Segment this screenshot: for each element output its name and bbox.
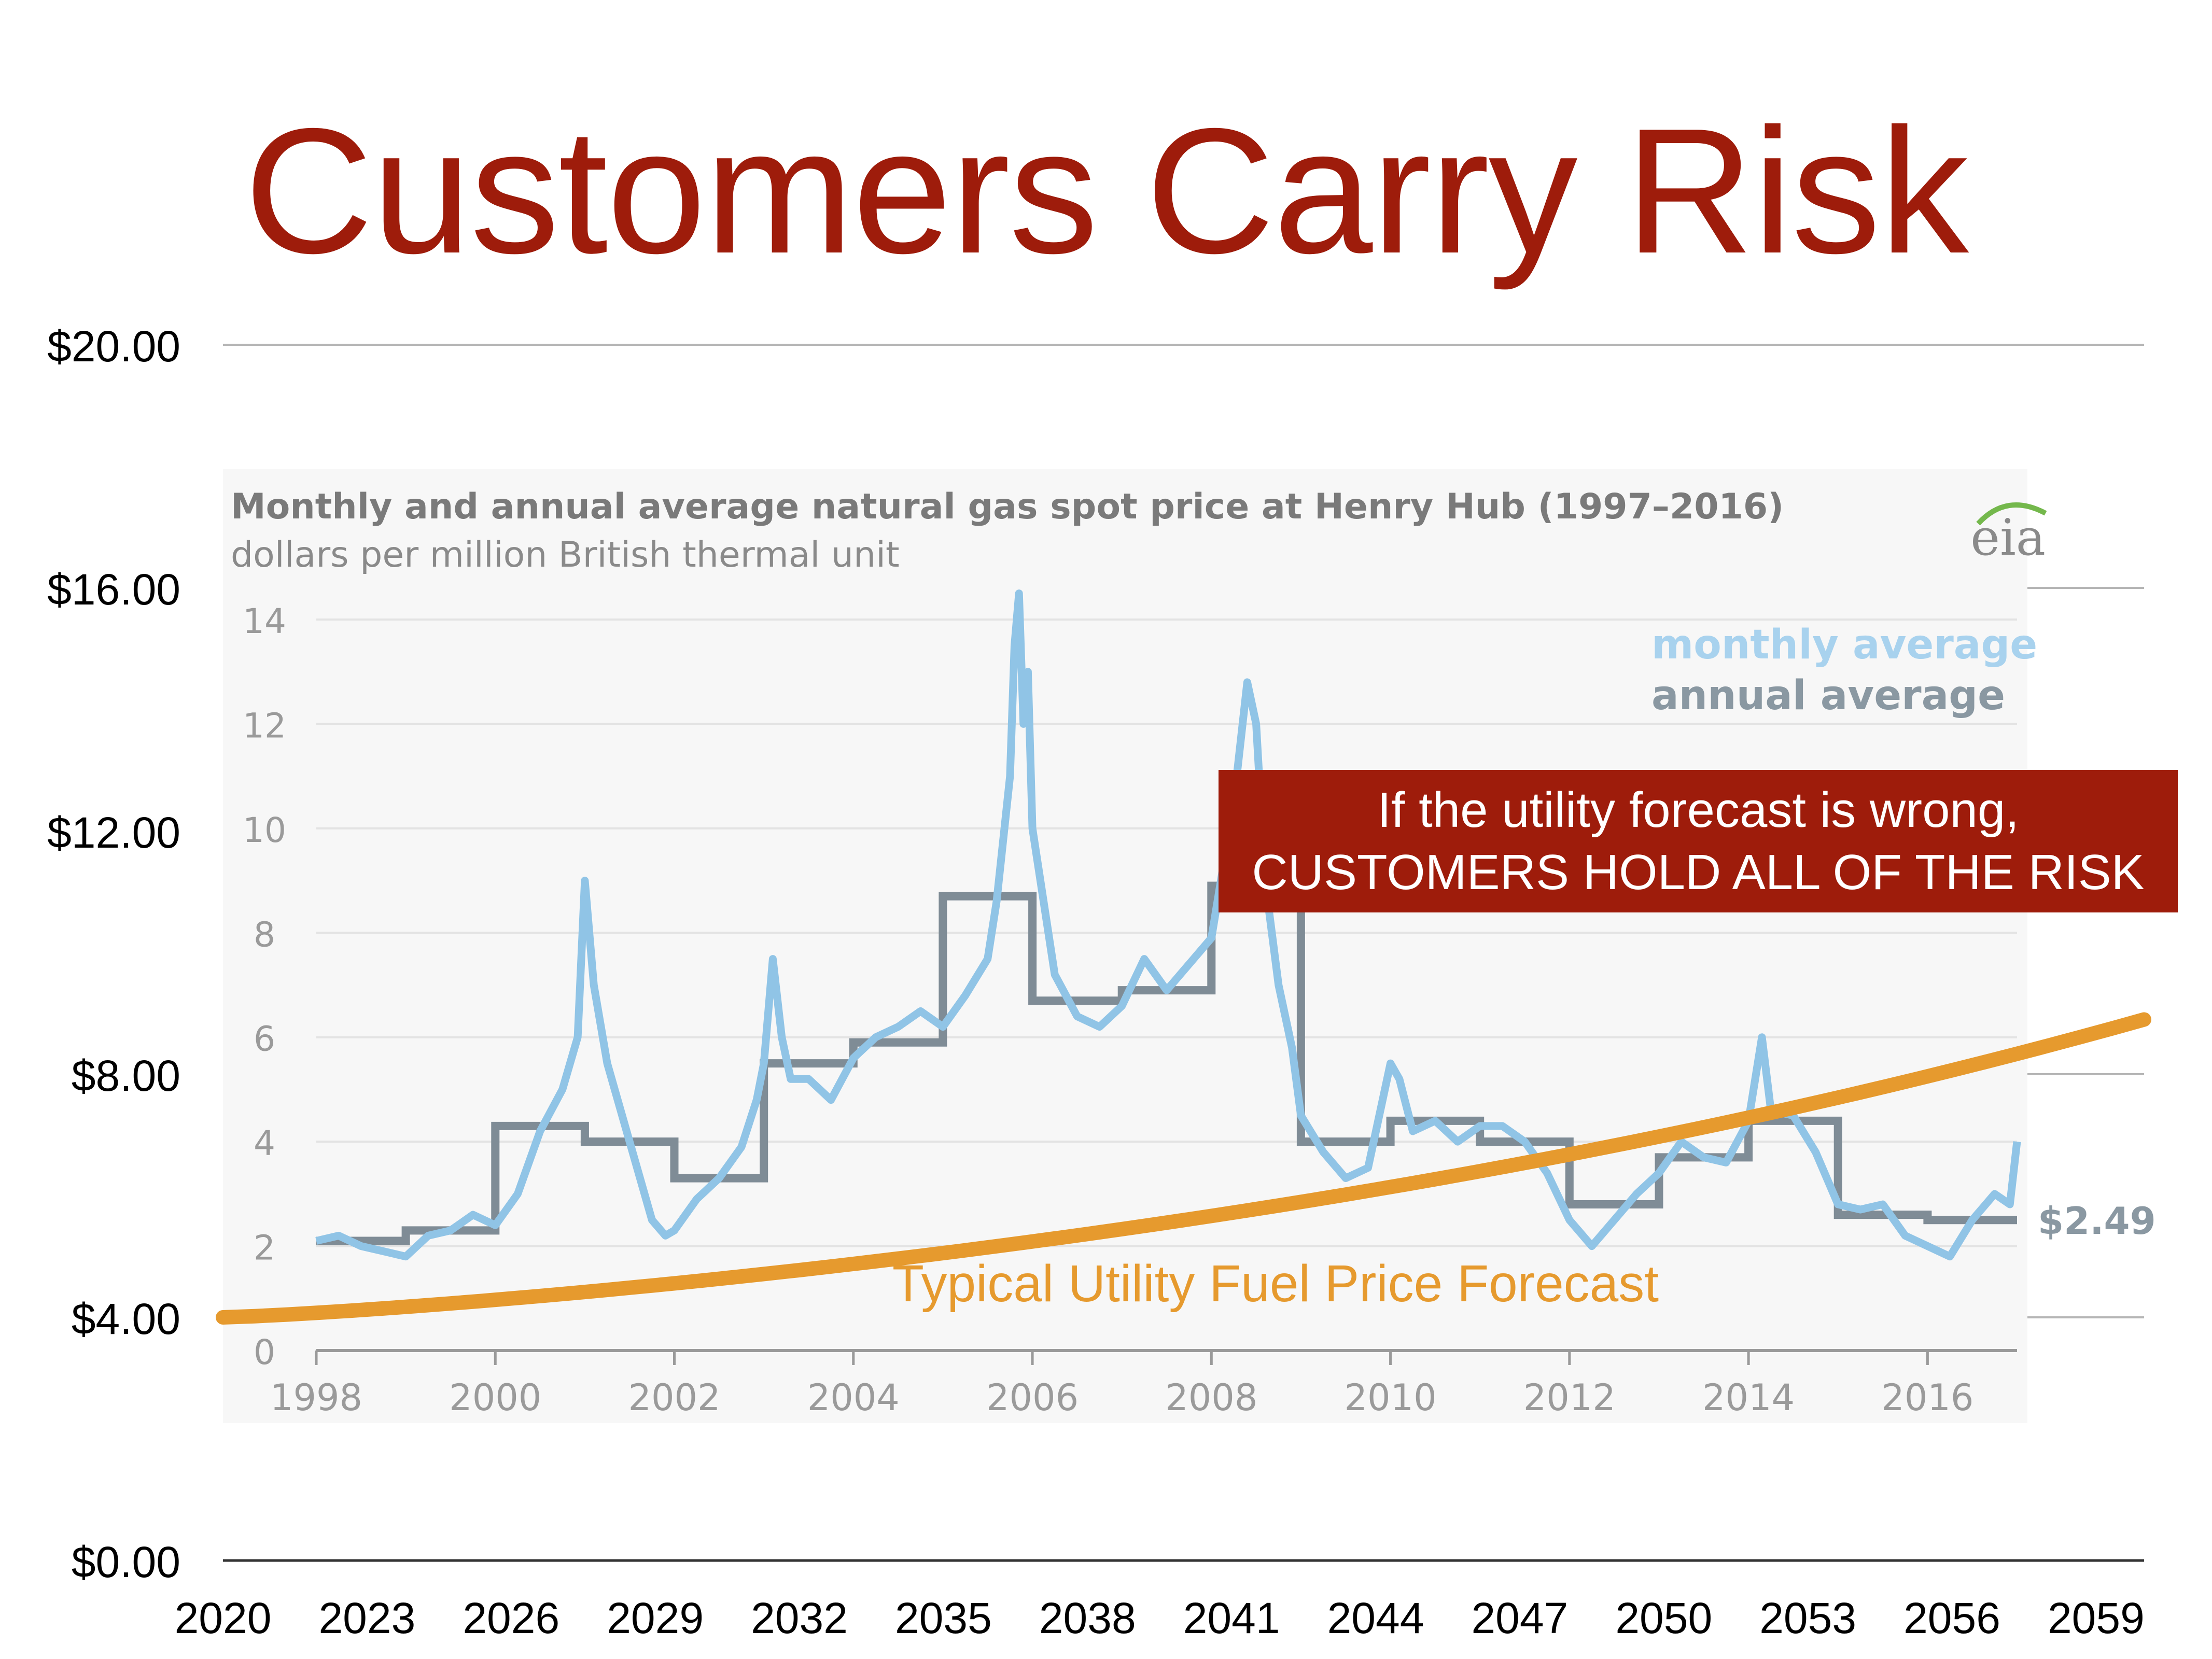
outer-y-tick-labels: $0.00 $4.00 $8.00 $12.00 $16.00 $20.00	[47, 322, 180, 1586]
monthly-average-line	[315, 589, 2021, 1261]
inset-y-tick: 10	[243, 810, 286, 850]
outer-x-tick: 2038	[1039, 1594, 1136, 1642]
outer-y-tick: $0.00	[72, 1538, 180, 1586]
outer-x-tick: 2056	[1903, 1594, 2000, 1642]
outer-x-tick-labels: 2020 2023 2026 2029 2032 2035 2038 2041 2044 2047…	[175, 1594, 2145, 1642]
inset-x-tick: 2010	[1345, 1376, 1437, 1419]
callout-box	[1219, 770, 2178, 912]
outer-y-tick: $16.00	[47, 565, 180, 614]
inset-y-tick: 0	[254, 1332, 275, 1372]
outer-x-tick: 2059	[2048, 1594, 2145, 1642]
outer-y-tick: $8.00	[72, 1051, 180, 1100]
inset-x-tick-labels: 1998 2000 2002 2004 2006 2008 2010 2012 2014 2016	[270, 1351, 1973, 1419]
inset-y-tick: 2	[254, 1228, 275, 1268]
end-value-label: $2.49	[2038, 1199, 2156, 1243]
inset-background	[223, 469, 2027, 1423]
inset-x-tick: 2016	[1881, 1376, 1973, 1419]
inset-y-tick: 12	[243, 706, 286, 746]
legend-monthly: monthly average	[1651, 622, 2037, 668]
outer-x-tick: 2023	[318, 1594, 415, 1642]
inset-x-tick: 2014	[1702, 1376, 1795, 1419]
inset-chart-title: Monthly and annual average natural gas s…	[231, 486, 1784, 527]
callout-line-2: CUSTOMERS HOLD ALL OF THE RISK	[1252, 845, 2144, 900]
outer-x-tick: 2020	[175, 1594, 272, 1642]
inset-x-tick: 2012	[1523, 1376, 1616, 1419]
legend-annual: annual average	[1651, 672, 2005, 719]
inset-x-tick: 2008	[1165, 1376, 1257, 1419]
inset-x-tick: 2002	[628, 1376, 720, 1419]
eia-logo-swoosh	[1976, 502, 2047, 526]
outer-x-tick: 2026	[463, 1594, 559, 1642]
outer-y-tick: $4.00	[72, 1295, 180, 1343]
inset-chart-subtitle: dollars per million British thermal unit	[231, 535, 900, 575]
inset-x-tick: 1998	[270, 1376, 362, 1419]
outer-x-tick: 2047	[1471, 1594, 1568, 1642]
outer-x-tick: 2044	[1327, 1594, 1424, 1642]
forecast-label: Typical Utility Fuel Price Forecast	[892, 1255, 1659, 1313]
inset-x-tick: 2004	[807, 1376, 900, 1419]
inset-y-tick: 6	[254, 1019, 275, 1059]
outer-x-tick: 2050	[1615, 1594, 1712, 1642]
forecast-curve	[216, 1012, 2151, 1325]
outer-x-tick: 2029	[607, 1594, 704, 1642]
inset-y-tick: 8	[254, 915, 275, 954]
inset-y-tick: 14	[243, 601, 286, 641]
callout-line-1: If the utility forecast is wrong,	[1377, 782, 2019, 838]
inset-eia-chart: Monthly and annual average natural gas s…	[223, 469, 2156, 1423]
outer-y-tick: $12.00	[47, 808, 180, 857]
outer-x-tick: 2041	[1183, 1594, 1280, 1642]
slide-title: Customers Carry Risk	[244, 91, 1969, 290]
inset-y-tick-labels: 0 2 4 6 8 10 12 14	[243, 601, 286, 1372]
outer-x-tick: 2053	[1759, 1594, 1856, 1642]
outer-x-tick: 2035	[895, 1594, 992, 1642]
outer-y-tick: $20.00	[47, 322, 180, 371]
inset-y-tick: 4	[254, 1123, 275, 1163]
inset-x-tick: 2000	[449, 1376, 541, 1419]
inset-x-tick: 2006	[986, 1376, 1079, 1419]
outer-x-tick: 2032	[751, 1594, 848, 1642]
